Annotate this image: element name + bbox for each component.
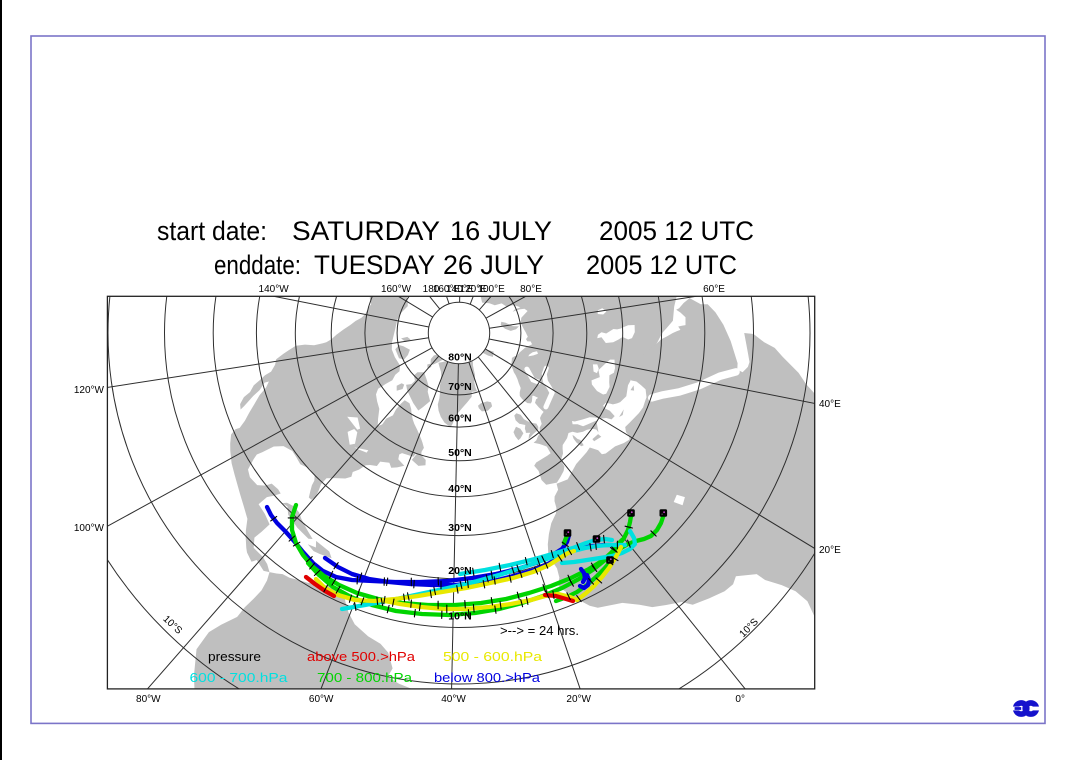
- svg-text:60°N: 60°N: [448, 413, 471, 425]
- svg-text:160°W: 160°W: [381, 284, 412, 295]
- svg-text:enddate:: enddate:: [214, 250, 301, 280]
- svg-text:40°W: 40°W: [441, 694, 466, 705]
- svg-text:100°W: 100°W: [74, 523, 105, 534]
- svg-text:120°W: 120°W: [74, 385, 105, 396]
- svg-text:80°E: 80°E: [520, 284, 542, 295]
- svg-text:500 - 600.hPa: 500 - 600.hPa: [443, 649, 543, 664]
- svg-text:pressure: pressure: [208, 649, 261, 664]
- svg-text:80°W: 80°W: [136, 694, 161, 705]
- svg-text:above 500.>hPa: above 500.>hPa: [307, 649, 416, 664]
- svg-text:below 800.>hPa: below 800.>hPa: [434, 670, 541, 685]
- svg-text:600 - 700.hPa: 600 - 700.hPa: [190, 670, 289, 685]
- svg-text:TUESDAY: TUESDAY: [314, 250, 435, 280]
- svg-text:0°: 0°: [735, 694, 745, 705]
- svg-text:40°E: 40°E: [819, 399, 841, 410]
- svg-text:>--> = 24 hrs.: >--> = 24 hrs.: [500, 624, 579, 638]
- svg-text:60°E: 60°E: [703, 284, 725, 295]
- svg-text:60°W: 60°W: [309, 694, 334, 705]
- svg-text:20°E: 20°E: [819, 545, 841, 556]
- svg-text:40°N: 40°N: [448, 483, 471, 495]
- svg-text:SATURDAY: SATURDAY: [292, 216, 440, 246]
- svg-text:start date:: start date:: [157, 216, 267, 246]
- svg-text:2005 12 UTC: 2005 12 UTC: [599, 216, 754, 246]
- svg-text:10°N: 10°N: [448, 611, 471, 623]
- svg-text:100°E: 100°E: [477, 284, 505, 295]
- svg-text:50°N: 50°N: [448, 447, 471, 459]
- svg-text:30°N: 30°N: [448, 522, 471, 534]
- svg-text:700 - 800.hPa: 700 - 800.hPa: [317, 670, 413, 685]
- svg-text:20°W: 20°W: [566, 694, 591, 705]
- svg-text:140°W: 140°W: [259, 284, 290, 295]
- svg-text:26 JULY: 26 JULY: [443, 250, 544, 280]
- svg-text:70°N: 70°N: [448, 381, 471, 393]
- svg-text:2005 12 UTC: 2005 12 UTC: [586, 250, 737, 280]
- svg-text:80°N: 80°N: [448, 352, 471, 364]
- svg-text:20°N: 20°N: [448, 565, 471, 577]
- svg-text:16 JULY: 16 JULY: [450, 216, 552, 246]
